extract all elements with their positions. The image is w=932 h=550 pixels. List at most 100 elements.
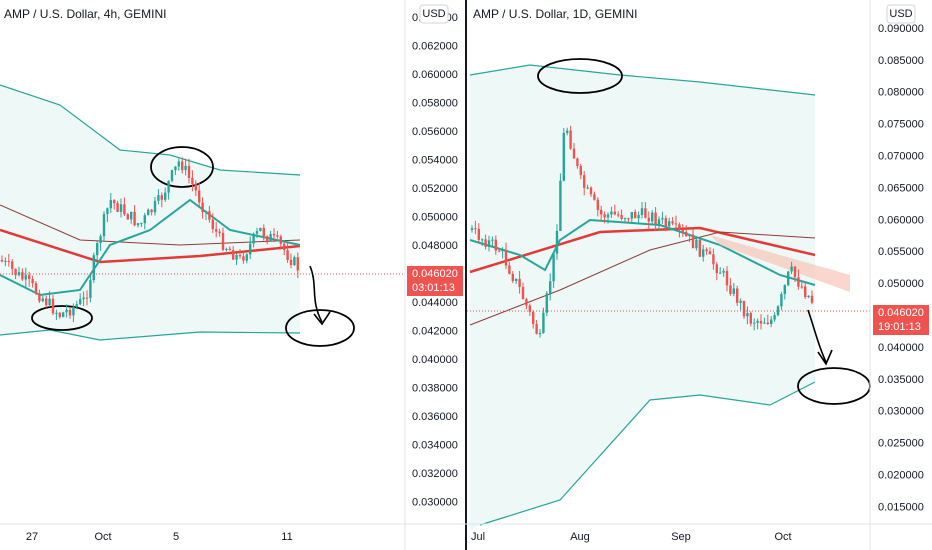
annotation (807, 309, 833, 366)
candle (58, 312, 61, 317)
candle (668, 221, 671, 227)
candle (4, 260, 7, 262)
y-axis-label: 0.070000 (878, 151, 924, 163)
candle (38, 293, 41, 302)
candle (28, 275, 31, 280)
candle (130, 211, 133, 220)
candle (160, 195, 163, 200)
candle (804, 286, 807, 298)
countdown: 03:01:13 (412, 282, 455, 294)
candle (654, 212, 657, 225)
candle (123, 204, 126, 215)
x-axis-label: Jul (471, 531, 485, 543)
candle (678, 224, 681, 230)
candle (215, 229, 218, 232)
candle (555, 230, 559, 254)
candle (538, 333, 542, 335)
band-fill (0, 85, 300, 340)
candle (579, 166, 582, 176)
y-axis-label: 0.065000 (878, 182, 924, 194)
moving-average (0, 204, 301, 246)
currency-button (886, 4, 916, 24)
candle (92, 255, 95, 281)
candle (515, 278, 518, 282)
candle (702, 249, 705, 257)
candle (732, 288, 735, 294)
candle (617, 214, 620, 216)
candle (17, 272, 21, 276)
candle (96, 243, 99, 256)
candle (14, 268, 17, 276)
candle (661, 218, 664, 220)
y-axis-label: 0.054000 (412, 154, 458, 166)
candle (255, 231, 259, 234)
candle (797, 277, 800, 287)
upper-band (0, 84, 301, 176)
candle (521, 287, 525, 300)
candle (776, 306, 780, 316)
y-axis-label: 0.050000 (412, 211, 458, 223)
currency-button[interactable]: USD (889, 8, 912, 20)
candle (773, 315, 776, 320)
candle (218, 231, 221, 233)
candle (766, 322, 769, 325)
candle (7, 260, 10, 262)
projection (710, 235, 850, 292)
candle (572, 148, 576, 159)
candle (293, 257, 296, 265)
candle (75, 304, 78, 307)
moving-average (0, 198, 301, 297)
y-axis-label: 0.025000 (878, 438, 924, 450)
y-axis-label: 0.034000 (412, 439, 458, 451)
candle (569, 130, 572, 149)
y-axis-label: 0.056000 (412, 126, 458, 138)
x-axis-label: 27 (26, 531, 38, 543)
candle (164, 192, 167, 200)
x-axis-label: Oct (774, 531, 791, 543)
candle (208, 211, 211, 220)
y-axis-label: 0.032000 (412, 468, 458, 480)
candle (487, 240, 491, 247)
moving-average (469, 226, 816, 274)
candle (719, 272, 722, 274)
candle (174, 166, 177, 171)
candle (518, 278, 521, 288)
candle (276, 235, 279, 237)
candle (48, 298, 51, 306)
y-axis-label: 0.085000 (878, 55, 924, 67)
y-axis-label: 0.048000 (412, 240, 458, 252)
candle (640, 208, 644, 215)
candle (170, 170, 174, 181)
candle (289, 259, 293, 265)
candle (119, 204, 123, 212)
y-axis-label: 0.040000 (412, 354, 458, 366)
candle (736, 288, 739, 303)
candle (725, 270, 729, 286)
candle (549, 281, 552, 294)
candle (664, 218, 667, 227)
candle (68, 309, 72, 316)
candle (24, 275, 27, 280)
y-axis-label: 0.060000 (878, 214, 924, 226)
annotation (285, 309, 355, 347)
candle (742, 300, 746, 317)
candle (235, 255, 238, 260)
y-axis-label: 0.036000 (412, 411, 458, 423)
candle (810, 295, 814, 303)
currency-button[interactable]: USD (422, 8, 445, 20)
candle (126, 214, 129, 220)
candle (181, 161, 184, 171)
candle (634, 211, 637, 219)
candle (221, 232, 225, 250)
y-axis-label: 0.015000 (878, 501, 924, 513)
candle (157, 195, 160, 201)
candle (542, 312, 545, 334)
candle (566, 130, 569, 133)
candle (106, 208, 109, 215)
candle (252, 233, 255, 244)
candle (606, 214, 610, 218)
candle (528, 305, 531, 312)
price-label: 0.046020 (412, 268, 458, 280)
x-axis-label: 5 (173, 531, 179, 543)
